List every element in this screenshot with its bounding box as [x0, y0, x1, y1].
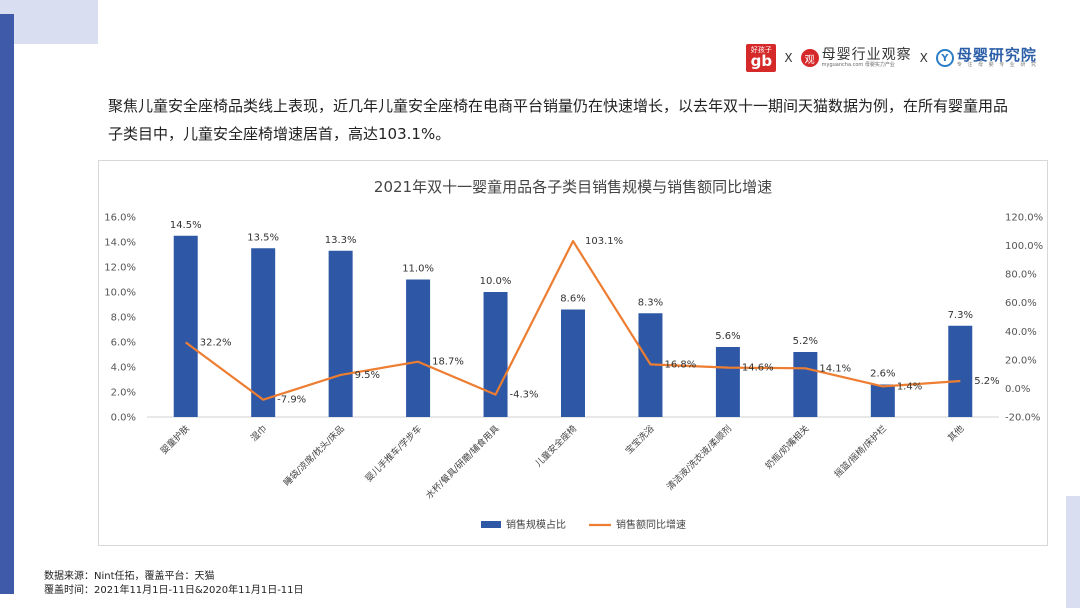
- left-axis-tick-label: 14.0%: [104, 238, 136, 249]
- line-data-label: 1.4%: [897, 381, 922, 392]
- bar-data-label: 10.0%: [480, 276, 512, 287]
- line-data-label: 18.7%: [432, 357, 464, 368]
- line-data-label: 5.2%: [974, 376, 999, 387]
- bar-mark: [251, 248, 276, 417]
- bar-mark: [173, 235, 198, 417]
- bar-data-label: 14.5%: [170, 220, 202, 231]
- coverage-period: 覆盖时间：2021年11月1日-11日&2020年11月1日-11日: [44, 585, 304, 596]
- line-data-label: 9.5%: [355, 370, 380, 381]
- right-axis-tick-label: -20.0%: [1005, 413, 1040, 424]
- line-data-label: 14.6%: [742, 363, 774, 374]
- logo-separator: X: [919, 51, 928, 65]
- right-axis-tick-label: 80.0%: [1005, 270, 1037, 281]
- right-axis-tick-label: 0.0%: [1005, 384, 1030, 395]
- yjy-logo: Y 母婴研究院 专 注 母 婴 专 业 研 究: [935, 47, 1038, 69]
- bar-mark: [406, 279, 431, 417]
- left-axis-tick-label: 6.0%: [111, 338, 136, 349]
- category-tick-label: 水杯/餐具/研磨/辅食用具: [423, 423, 502, 502]
- bar-data-label: 11.0%: [402, 264, 434, 275]
- myguancha-mark-icon: 观: [800, 49, 819, 67]
- legend-bar-swatch: [481, 521, 501, 528]
- line-data-label: 32.2%: [200, 337, 232, 348]
- intro-paragraph: 聚焦儿童安全座椅品类线上表现，近几年儿童安全座椅在电商平台销量仍在快速增长，以去…: [108, 97, 1009, 143]
- partner-logos: 好孩子 gb X 观 母婴行业观察 myguancha.com 母婴实力产业 X…: [746, 44, 1038, 72]
- left-axis-tick-label: 2.0%: [111, 388, 136, 399]
- bar-mark: [870, 384, 895, 417]
- category-tick-label: 其他: [945, 423, 966, 444]
- category-tick-label: 婴儿手推车/学步车: [363, 423, 425, 485]
- bar-mark: [715, 347, 740, 417]
- left-axis-tick-label: 10.0%: [104, 288, 136, 299]
- category-tick-label: 睡袋/凉席/枕头/床品: [281, 423, 347, 489]
- myguancha-logo: 观 母婴行业观察 myguancha.com 母婴实力产业: [800, 48, 912, 68]
- left-axis-tick-label: 8.0%: [111, 313, 136, 324]
- chart-container: 2021年双十一婴童用品各子类目销售规模与销售额同比增速 0.0% 2.0% 4.0%…: [98, 160, 1048, 546]
- bar-data-label: 8.6%: [560, 294, 585, 305]
- bar-mark: [561, 309, 585, 417]
- right-axis-tick-label: 20.0%: [1005, 355, 1037, 366]
- left-axis-tick-label: 0.0%: [111, 413, 136, 424]
- bar-mark: [948, 325, 973, 417]
- logo-separator: X: [784, 51, 793, 65]
- legend-line-label: 销售额同比增速: [616, 518, 686, 531]
- footer-notes: 数据来源：Nint任拓，覆盖平台：天猫 覆盖时间：2021年11月1日-11日&…: [44, 570, 304, 598]
- bar-mark: [328, 250, 353, 417]
- right-axis-tick-label: 40.0%: [1005, 327, 1037, 338]
- category-tick-label: 婴童护肤: [158, 423, 192, 457]
- yjy-mark-icon: Y: [935, 49, 954, 67]
- goodbaby-logo: 好孩子 gb: [746, 44, 777, 72]
- left-axis-tick-label: 16.0%: [104, 213, 136, 224]
- bar-data-label: 5.2%: [793, 336, 818, 347]
- legend-bar-label: 销售规模占比: [506, 518, 566, 531]
- top-left-decoration: [0, 0, 98, 44]
- line-data-label: -4.3%: [510, 390, 539, 401]
- bar-data-label: 2.6%: [870, 369, 895, 380]
- left-accent-bar: [0, 14, 14, 594]
- right-decoration: [1066, 496, 1080, 608]
- line-data-label: 103.1%: [585, 236, 623, 247]
- chart-title: 2021年双十一婴童用品各子类目销售规模与销售额同比增速: [374, 178, 772, 196]
- bar-mark: [793, 352, 818, 417]
- right-axis-tick-label: 100.0%: [1005, 241, 1043, 252]
- left-axis-tick-label: 12.0%: [104, 263, 136, 274]
- right-axis-tick-label: 120.0%: [1005, 213, 1043, 224]
- category-tick-label: 宝宝洗浴: [623, 423, 657, 457]
- bar-data-label: 13.3%: [325, 235, 357, 246]
- category-tick-label: 湿巾: [248, 423, 269, 444]
- left-axis-tick-label: 4.0%: [111, 363, 136, 374]
- bar-data-label: 13.5%: [247, 232, 279, 243]
- line-data-label: 14.1%: [819, 363, 851, 374]
- category-tick-label: 奶瓶/奶嘴相关: [763, 423, 812, 472]
- data-source: 数据来源：Nint任拓，覆盖平台：天猫: [44, 571, 215, 582]
- category-tick-label: 摇篮/摇椅/床护栏: [832, 423, 889, 480]
- line-data-label: 16.8%: [664, 359, 696, 370]
- bar-data-label: 8.3%: [638, 297, 663, 308]
- bar-mark: [483, 292, 508, 417]
- line-data-label: -7.9%: [277, 395, 306, 406]
- category-tick-label: 清洁液/洗衣液/柔顺剂: [664, 423, 734, 493]
- bar-data-label: 7.3%: [948, 310, 973, 321]
- category-tick-label: 儿童安全座椅: [532, 423, 579, 470]
- bar-data-label: 5.6%: [715, 331, 740, 342]
- line-series: [185, 240, 961, 401]
- combo-chart: 2021年双十一婴童用品各子类目销售规模与销售额同比增速 0.0% 2.0% 4.0%…: [104, 178, 1043, 531]
- right-axis-tick-label: 60.0%: [1005, 298, 1037, 309]
